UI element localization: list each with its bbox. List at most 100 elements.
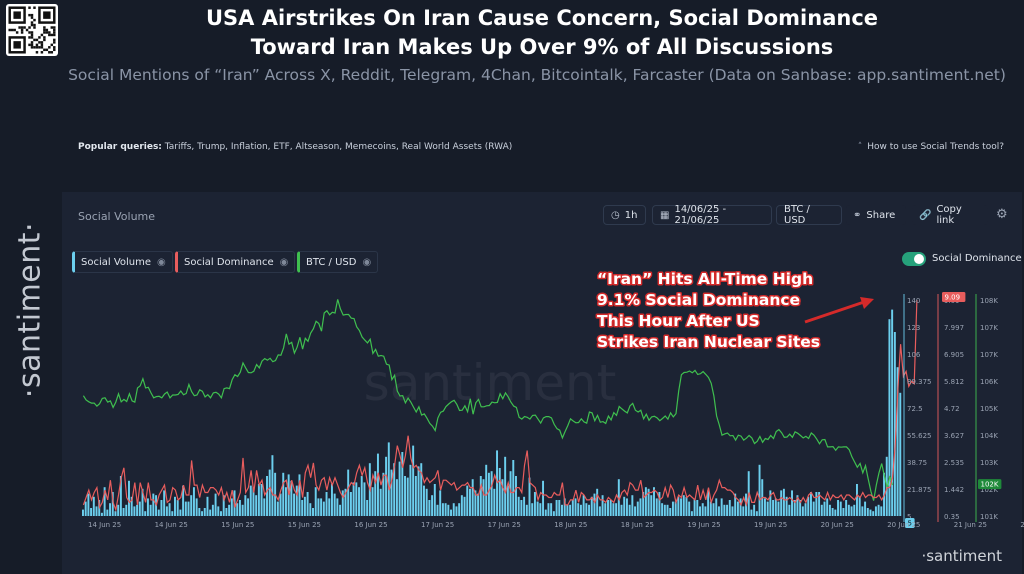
social-volume-bar [444, 503, 447, 516]
social-volume-bar [693, 498, 696, 516]
social_dominance-tick-label: 7.997 [944, 324, 964, 332]
legend-social-volume[interactable]: Social Volume ◉ [72, 251, 173, 273]
page-title: USA Airstrikes On Iran Cause Concern, So… [80, 4, 1004, 62]
social_dominance-tick-label: 5.812 [944, 378, 964, 386]
social-volume-bar [837, 500, 839, 516]
social-dominance-toggle[interactable] [902, 252, 926, 266]
popular-queries-label: Popular queries: [78, 142, 162, 152]
social-volume-bar [839, 501, 842, 516]
social-volume-bar [772, 500, 775, 516]
social-volume-bar [604, 503, 607, 516]
btc_usd-tick-label: 102K [980, 486, 998, 494]
social-volume-bar [214, 493, 217, 516]
social-volume-bar [758, 464, 761, 516]
social-volume-bar [163, 490, 166, 516]
x-tick-label: 19 Jun 25 [687, 521, 720, 529]
popular-queries-items[interactable]: Tariffs, Trump, Inflation, ETF, Altseaso… [164, 142, 513, 152]
social-volume-bar [152, 493, 155, 516]
title-line-1: USA Airstrikes On Iran Cause Concern, So… [205, 6, 879, 30]
social-volume-bar [636, 501, 639, 516]
social-volume-bar [471, 479, 474, 516]
social-volume-bar [179, 509, 182, 516]
help-link[interactable]: ˄ How to use Social Trends tool? [858, 142, 1004, 152]
social-volume-bar [409, 464, 412, 516]
social-volume-bar [87, 493, 90, 516]
social-volume-bar [842, 508, 845, 516]
social-volume-bar [290, 480, 293, 516]
social-volume-bar [439, 490, 442, 516]
social-volume-bar [282, 472, 285, 516]
social-volume-bar [834, 509, 837, 516]
social-volume-bar [723, 504, 726, 516]
social-volume-bar [192, 487, 195, 516]
social-volume-bar [201, 511, 204, 516]
copy-link-button[interactable]: 🔗 Copy link [912, 204, 988, 226]
social-volume-bar [460, 495, 463, 516]
date-range-button[interactable]: ▦ 14/06/25 - 21/06/25 [652, 204, 772, 226]
social-volume-bar [812, 501, 815, 516]
settings-gear-icon[interactable]: ⚙ [996, 207, 1008, 222]
social-volume-bar [501, 479, 504, 516]
social-volume-bar [590, 496, 593, 516]
btc_usd-tick-label: 104K [980, 432, 998, 440]
legend-social-dominance[interactable]: Social Dominance ◉ [175, 251, 296, 273]
legend-social-dominance-label: Social Dominance [184, 256, 274, 268]
popular-queries: Popular queries: Tariffs, Trump, Inflati… [78, 142, 512, 152]
social_dominance-tick-label: 1.442 [944, 486, 964, 494]
social-volume-bar [498, 468, 501, 516]
social-volume-bar [211, 504, 214, 516]
qr-code-icon [8, 6, 56, 54]
eye-icon[interactable]: ◉ [362, 256, 372, 268]
legend-btc-usd[interactable]: BTC / USD ◉ [297, 251, 379, 273]
social-volume-bar [203, 508, 206, 516]
social-volume-bar [544, 509, 547, 516]
social_dominance-tick-label: 2.535 [944, 459, 964, 467]
social-volume-bar [298, 474, 301, 516]
share-button[interactable]: ⚭ Share [846, 205, 906, 225]
social-volume-bar [341, 490, 344, 516]
social-volume-bar [523, 496, 526, 516]
annotation-line: This Hour After US [597, 312, 760, 330]
social-volume-bar [84, 501, 87, 516]
social-volume-bar [539, 503, 542, 516]
social-volume-bar [390, 469, 393, 516]
pair-select[interactable]: BTC / USD [776, 204, 842, 226]
social-volume-bar [585, 503, 588, 516]
social-volume-bar [663, 504, 666, 516]
social-volume-bar [796, 495, 799, 516]
social-volume-bar [755, 511, 758, 516]
social_dominance-tick-label: 0.35 [944, 513, 960, 521]
pair-label: BTC / USD [784, 204, 810, 226]
interval-button[interactable]: ◷ 1h [603, 205, 646, 225]
social-volume-bar [374, 471, 377, 516]
social-volume-bar [739, 498, 742, 516]
social-volume-bar [165, 506, 168, 516]
eye-icon[interactable]: ◉ [157, 256, 166, 268]
social-volume-bar [325, 492, 328, 516]
social-volume-bar [877, 504, 880, 516]
social-volume-bar [479, 476, 482, 516]
social_volume-current-badge [905, 518, 915, 528]
social-volume-bar [845, 500, 848, 516]
annotation-arrow-head [860, 297, 874, 309]
social-volume-bar [417, 466, 420, 516]
social-volume-bar [753, 504, 756, 516]
x-tick-label: 14 Jun 25 [88, 521, 121, 529]
social_dominance-current-badge [942, 292, 966, 302]
social-volume-bar [509, 471, 512, 516]
social-volume-bar [726, 504, 729, 516]
social-volume-bar [230, 498, 233, 516]
social-volume-bar [896, 367, 899, 516]
social-volume-bar [122, 508, 125, 516]
eye-icon[interactable]: ◉ [279, 256, 289, 268]
social-volume-bar [552, 511, 555, 516]
social-volume-bar [206, 496, 209, 516]
social_volume-current-label: 5 [908, 520, 912, 528]
social-volume-bar [425, 488, 428, 516]
social-volume-bar [853, 504, 856, 516]
social-volume-bar [260, 484, 263, 516]
social-volume-bar [314, 487, 317, 516]
social-volume-bar [607, 500, 609, 516]
social-volume-bar [295, 485, 298, 516]
social-volume-bar [257, 484, 260, 516]
